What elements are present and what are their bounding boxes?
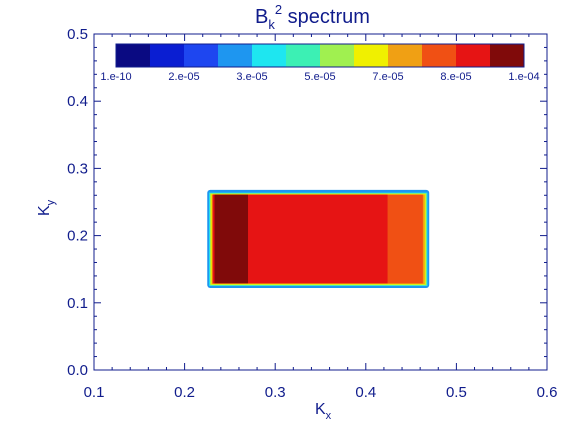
x-tick-label: 0.5 [446,384,467,401]
y-tick-label: 0.3 [67,160,88,177]
colorbar-swatch [218,44,253,67]
y-tick-label: 0.0 [67,362,88,379]
plot-frame [93,33,548,371]
colorbar-label: 3.e-05 [236,71,267,83]
x-tick-label: 0.2 [174,384,195,401]
axis-ticks: 0.1 0.2 0.3 0.4 0.5 0.6 0.0 0.1 0.2 0.3 0.4 0.5 [67,26,557,401]
y-tick-label: 0.2 [67,228,88,245]
y-tick-label: 0.1 [67,295,88,312]
colorbar-label: 7.e-05 [372,71,403,83]
y-tick-label: 0.5 [67,26,88,43]
y-axis-label: Ky [36,199,57,216]
chart-title: Bk2 spectrum [255,2,370,32]
colorbar-label: 1.e-10 [100,71,131,83]
x-axis-label: Kx [315,401,332,422]
x-tick-label: 0.6 [537,384,558,401]
colorbar-swatch [286,44,321,67]
colorbar-swatch [184,44,219,67]
colorbar-swatch [150,44,185,67]
x-tick-label: 0.4 [355,384,376,401]
colorbar-swatch [490,44,525,67]
colorbar-swatch [116,44,151,67]
heatmap-regions [207,189,430,289]
heatmap-region-7 [214,194,249,284]
colorbar-swatch [320,44,355,67]
x-tick-label: 0.3 [265,384,286,401]
colorbar-swatch [422,44,457,67]
colorbar: 1.e-10 2.e-05 3.e-05 5.e-05 7.e-05 8.e-05 1.e-… [100,43,540,83]
colorbar-swatch [252,44,287,67]
colorbar-swatch [456,44,491,67]
x-tick-label: 0.1 [84,384,105,401]
colorbar-label: 8.e-05 [440,71,471,83]
colorbar-label: 5.e-05 [304,71,335,83]
y-tick-label: 0.4 [67,93,88,110]
colorbar-swatch [388,44,423,67]
colorbar-label: 2.e-05 [168,71,199,83]
colorbar-label: 1.e-04 [508,71,539,83]
colorbar-frame [115,43,525,68]
colorbar-swatch [354,44,389,67]
